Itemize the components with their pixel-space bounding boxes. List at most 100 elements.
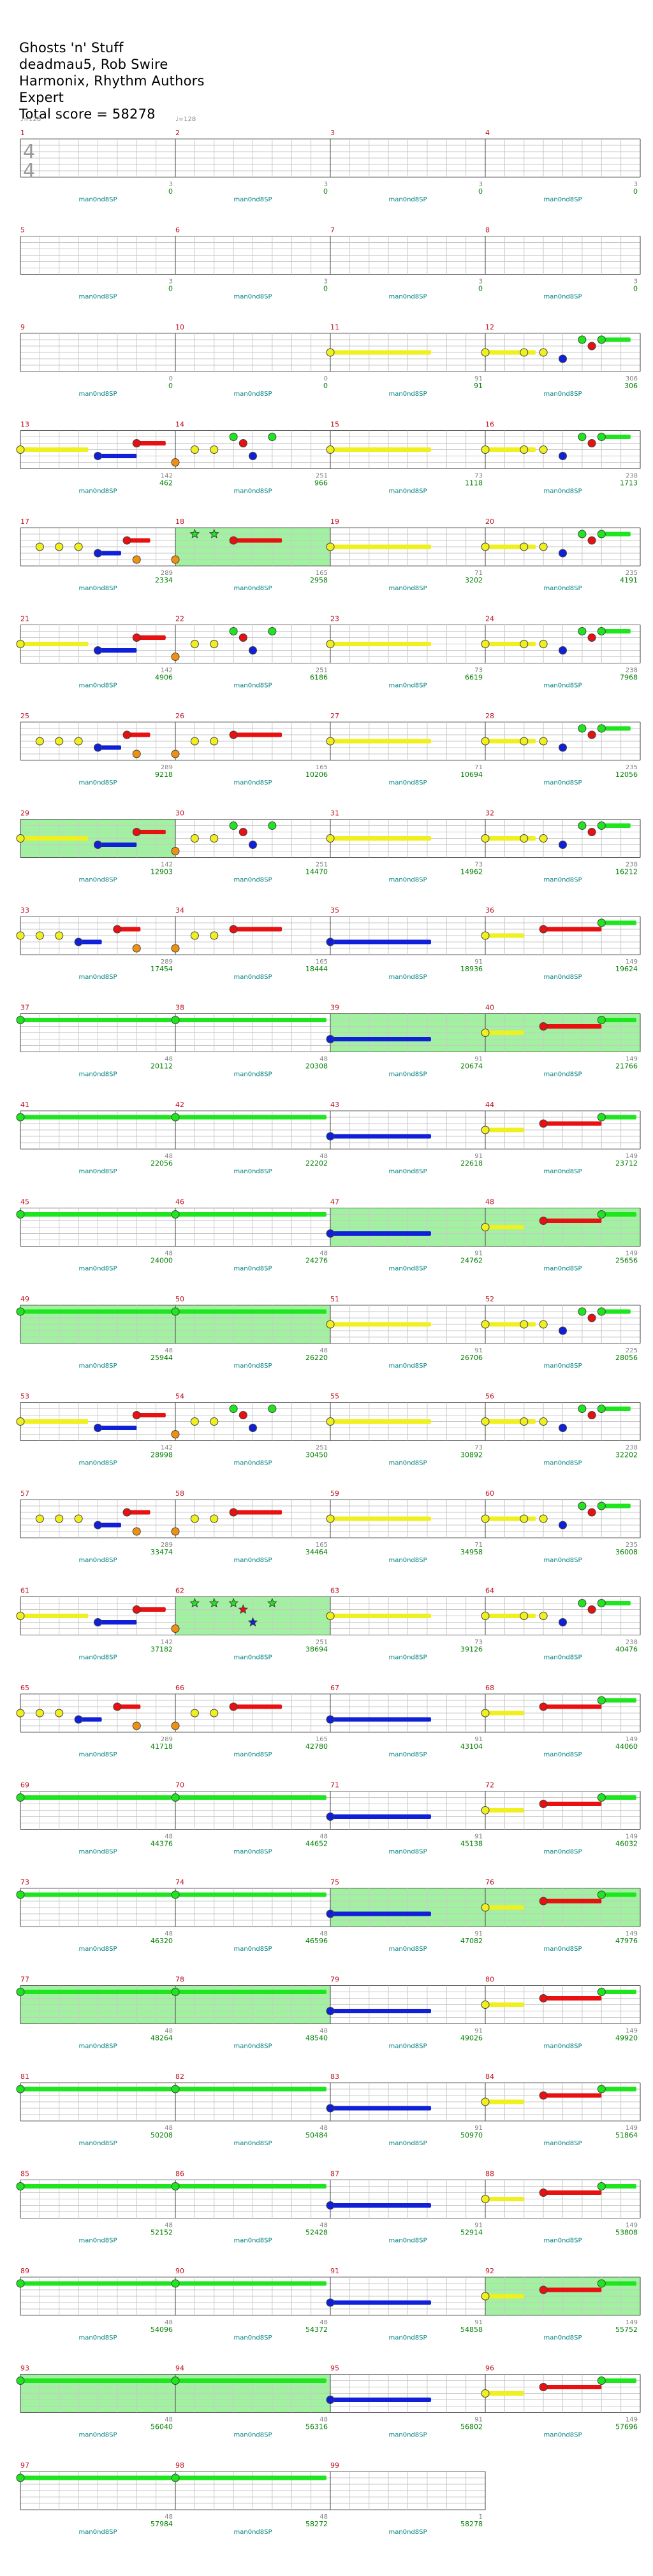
measure-number: 96 (485, 2364, 494, 2373)
note-gem (559, 452, 567, 460)
cumulative-score: 12056 (615, 771, 638, 779)
extra-score: 165 (316, 1542, 328, 1549)
note-gem (481, 1320, 490, 1329)
extra-score: 238 (626, 1639, 638, 1646)
notation-label: man0nd8SP (544, 1946, 582, 1953)
sustain-tail (601, 2378, 636, 2383)
notation-label: man0nd8SP (544, 391, 582, 398)
note-gem (587, 828, 596, 836)
note-gem (171, 2279, 180, 2288)
note-gem (210, 640, 219, 648)
measure-number: 91 (330, 2267, 339, 2275)
notation-label: man0nd8SP (79, 2432, 117, 2439)
notation-label: man0nd8SP (544, 974, 582, 981)
notation-label: man0nd8SP (389, 1946, 427, 1953)
notation-label: man0nd8SP (544, 2432, 582, 2439)
note-gem (171, 2182, 180, 2190)
cumulative-score: 0 (323, 285, 328, 293)
note-gem (190, 834, 199, 843)
note-gem (190, 931, 199, 940)
notation-label: man0nd8SP (544, 2334, 582, 2341)
note-gem (229, 730, 238, 739)
extra-score: 48 (165, 1834, 173, 1841)
note-gem (559, 354, 567, 363)
notation-label: man0nd8SP (79, 1557, 117, 1564)
note-gem (229, 925, 238, 934)
measure-number: 5 (20, 226, 25, 235)
measure-number: 94 (175, 2364, 184, 2373)
note-gem (481, 1612, 490, 1620)
sustain-tail (601, 629, 631, 633)
note-gem (559, 841, 567, 849)
cumulative-score: 20308 (305, 1062, 328, 1071)
cumulative-score: 39126 (460, 1646, 483, 1654)
note-gem (481, 1417, 490, 1426)
sustain-tail (543, 2190, 602, 2195)
note-gem (16, 2279, 25, 2288)
cumulative-score: 48540 (305, 2034, 328, 2043)
sustain-tail (330, 642, 431, 646)
sustain-tail (98, 454, 137, 458)
measure-number: 35 (330, 906, 339, 915)
measure-number: 60 (485, 1489, 494, 1498)
extra-score: 91 (474, 1347, 483, 1354)
extra-score: 149 (626, 959, 638, 966)
measure-number: 9 (20, 323, 25, 331)
note-gem (481, 640, 490, 648)
notation-label: man0nd8SP (544, 1168, 582, 1175)
note-gem (238, 439, 247, 447)
notation-label: man0nd8SP (234, 1654, 272, 1661)
sustain-tail (601, 1892, 636, 1897)
note-gem (520, 1417, 529, 1426)
note-gem (326, 2007, 335, 2015)
notation-label: man0nd8SP (234, 2140, 272, 2147)
notation-label: man0nd8SP (389, 488, 427, 495)
extra-score: 289 (161, 1542, 173, 1549)
song-title: Ghosts 'n' Stuff (19, 40, 124, 55)
note-gem (171, 653, 180, 661)
note-gem (539, 2383, 548, 2391)
cumulative-score: 0 (323, 187, 328, 196)
cumulative-score: 28998 (150, 1451, 173, 1459)
cumulative-score: 40476 (615, 1646, 638, 1654)
extra-score: 73 (474, 473, 483, 480)
measure-number: 84 (485, 2073, 494, 2081)
note-gem (94, 646, 102, 655)
note-gem (587, 1411, 596, 1419)
measure-number: 39 (330, 1004, 339, 1012)
notation-label: man0nd8SP (234, 488, 272, 495)
measure-number: 89 (20, 2267, 29, 2275)
sustain-tail (543, 1121, 602, 1126)
note-gem (539, 1994, 548, 2002)
note-gem (132, 1527, 141, 1536)
note-gem (132, 1605, 141, 1614)
extra-score: 251 (316, 473, 328, 480)
note-gem (55, 737, 64, 746)
notation-label: man0nd8SP (234, 2334, 272, 2341)
note-gem (74, 1514, 83, 1523)
extra-score: 238 (626, 862, 638, 869)
notation-label: man0nd8SP (389, 2334, 427, 2341)
cumulative-score: 47976 (615, 1937, 638, 1945)
measure-number: 46 (175, 1198, 184, 1206)
cumulative-score: 16212 (615, 868, 638, 876)
measure-number: 74 (175, 1878, 184, 1886)
cumulative-score: 3202 (465, 576, 483, 584)
note-gem (55, 542, 64, 551)
extra-score: 225 (626, 1347, 638, 1354)
notation-label: man0nd8SP (234, 1071, 272, 1078)
note-gem (132, 555, 141, 564)
cumulative-score: 52428 (305, 2229, 328, 2237)
sustain-tail (175, 1309, 326, 1314)
extra-score: 48 (165, 1930, 173, 1937)
extra-score: 149 (626, 2125, 638, 2132)
measure-number: 37 (20, 1004, 29, 1012)
cumulative-score: 47082 (460, 1937, 483, 1945)
notation-label: man0nd8SP (79, 1168, 117, 1175)
note-gem (94, 1521, 102, 1530)
note-gem (326, 937, 335, 946)
note-gem (539, 2285, 548, 2294)
note-gem (326, 834, 335, 843)
sustain-tail (330, 1322, 431, 1327)
extra-score: 289 (161, 1736, 173, 1743)
